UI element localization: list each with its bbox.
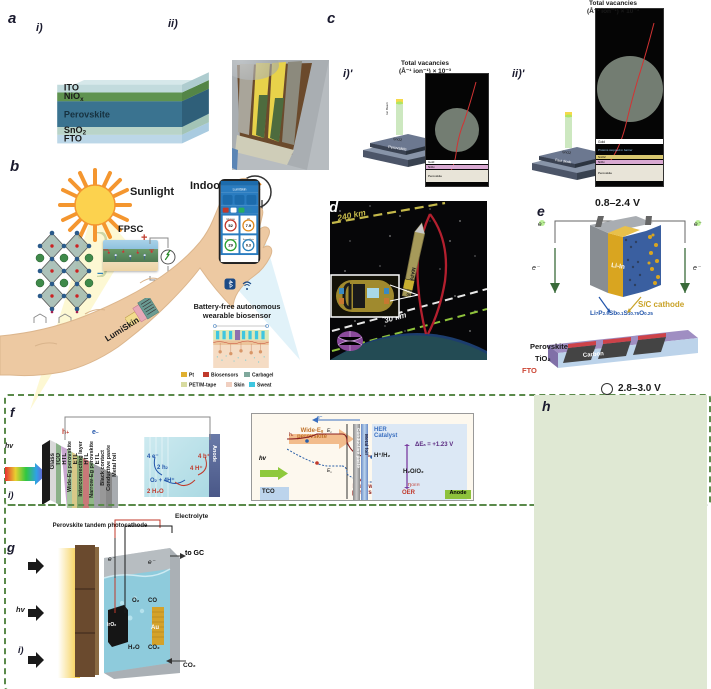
svg-text:Pt: Pt — [189, 373, 194, 379]
svg-text:Sweat: Sweat — [257, 383, 272, 389]
svg-text:SnO2: SnO2 — [598, 155, 606, 159]
svg-text:Perovskite: Perovskite — [64, 109, 110, 119]
svg-text:Skin: Skin — [234, 383, 245, 389]
svg-text:Biosensors: Biosensors — [211, 373, 238, 379]
svg-text:0.3: 0.3 — [246, 244, 251, 248]
svg-text:Perovskite: Perovskite — [598, 171, 612, 175]
svg-text:e⁻: e⁻ — [532, 265, 541, 272]
svg-text:LumiSkin: LumiSkin — [233, 187, 247, 191]
svg-text:NiOx: NiOx — [428, 165, 435, 169]
svg-text:PET/M-tape: PET/M-tape — [189, 383, 216, 389]
svg-text:Ion Beam: Ion Beam — [385, 102, 389, 115]
svg-text:Protons stopped in barrier: Protons stopped in barrier — [598, 148, 633, 152]
svg-text:e⁻: e⁻ — [693, 265, 702, 272]
svg-text:e⁻: e⁻ — [538, 221, 546, 228]
svg-text:Ev: Ev — [327, 468, 332, 474]
svg-text:Gold: Gold — [428, 160, 435, 164]
svg-text:Gold: Gold — [598, 140, 605, 144]
svg-text:Perovskite: Perovskite — [428, 174, 442, 178]
svg-text:h+: h+ — [289, 432, 294, 438]
svg-text:FTO: FTO — [64, 133, 82, 143]
svg-text:NiOx: NiOx — [598, 160, 605, 164]
svg-text:e⁻: e⁻ — [694, 221, 702, 228]
svg-text:Ec: Ec — [327, 428, 332, 434]
svg-text:7.9: 7.9 — [246, 223, 252, 228]
svg-text:Carbagel: Carbagel — [252, 373, 274, 379]
